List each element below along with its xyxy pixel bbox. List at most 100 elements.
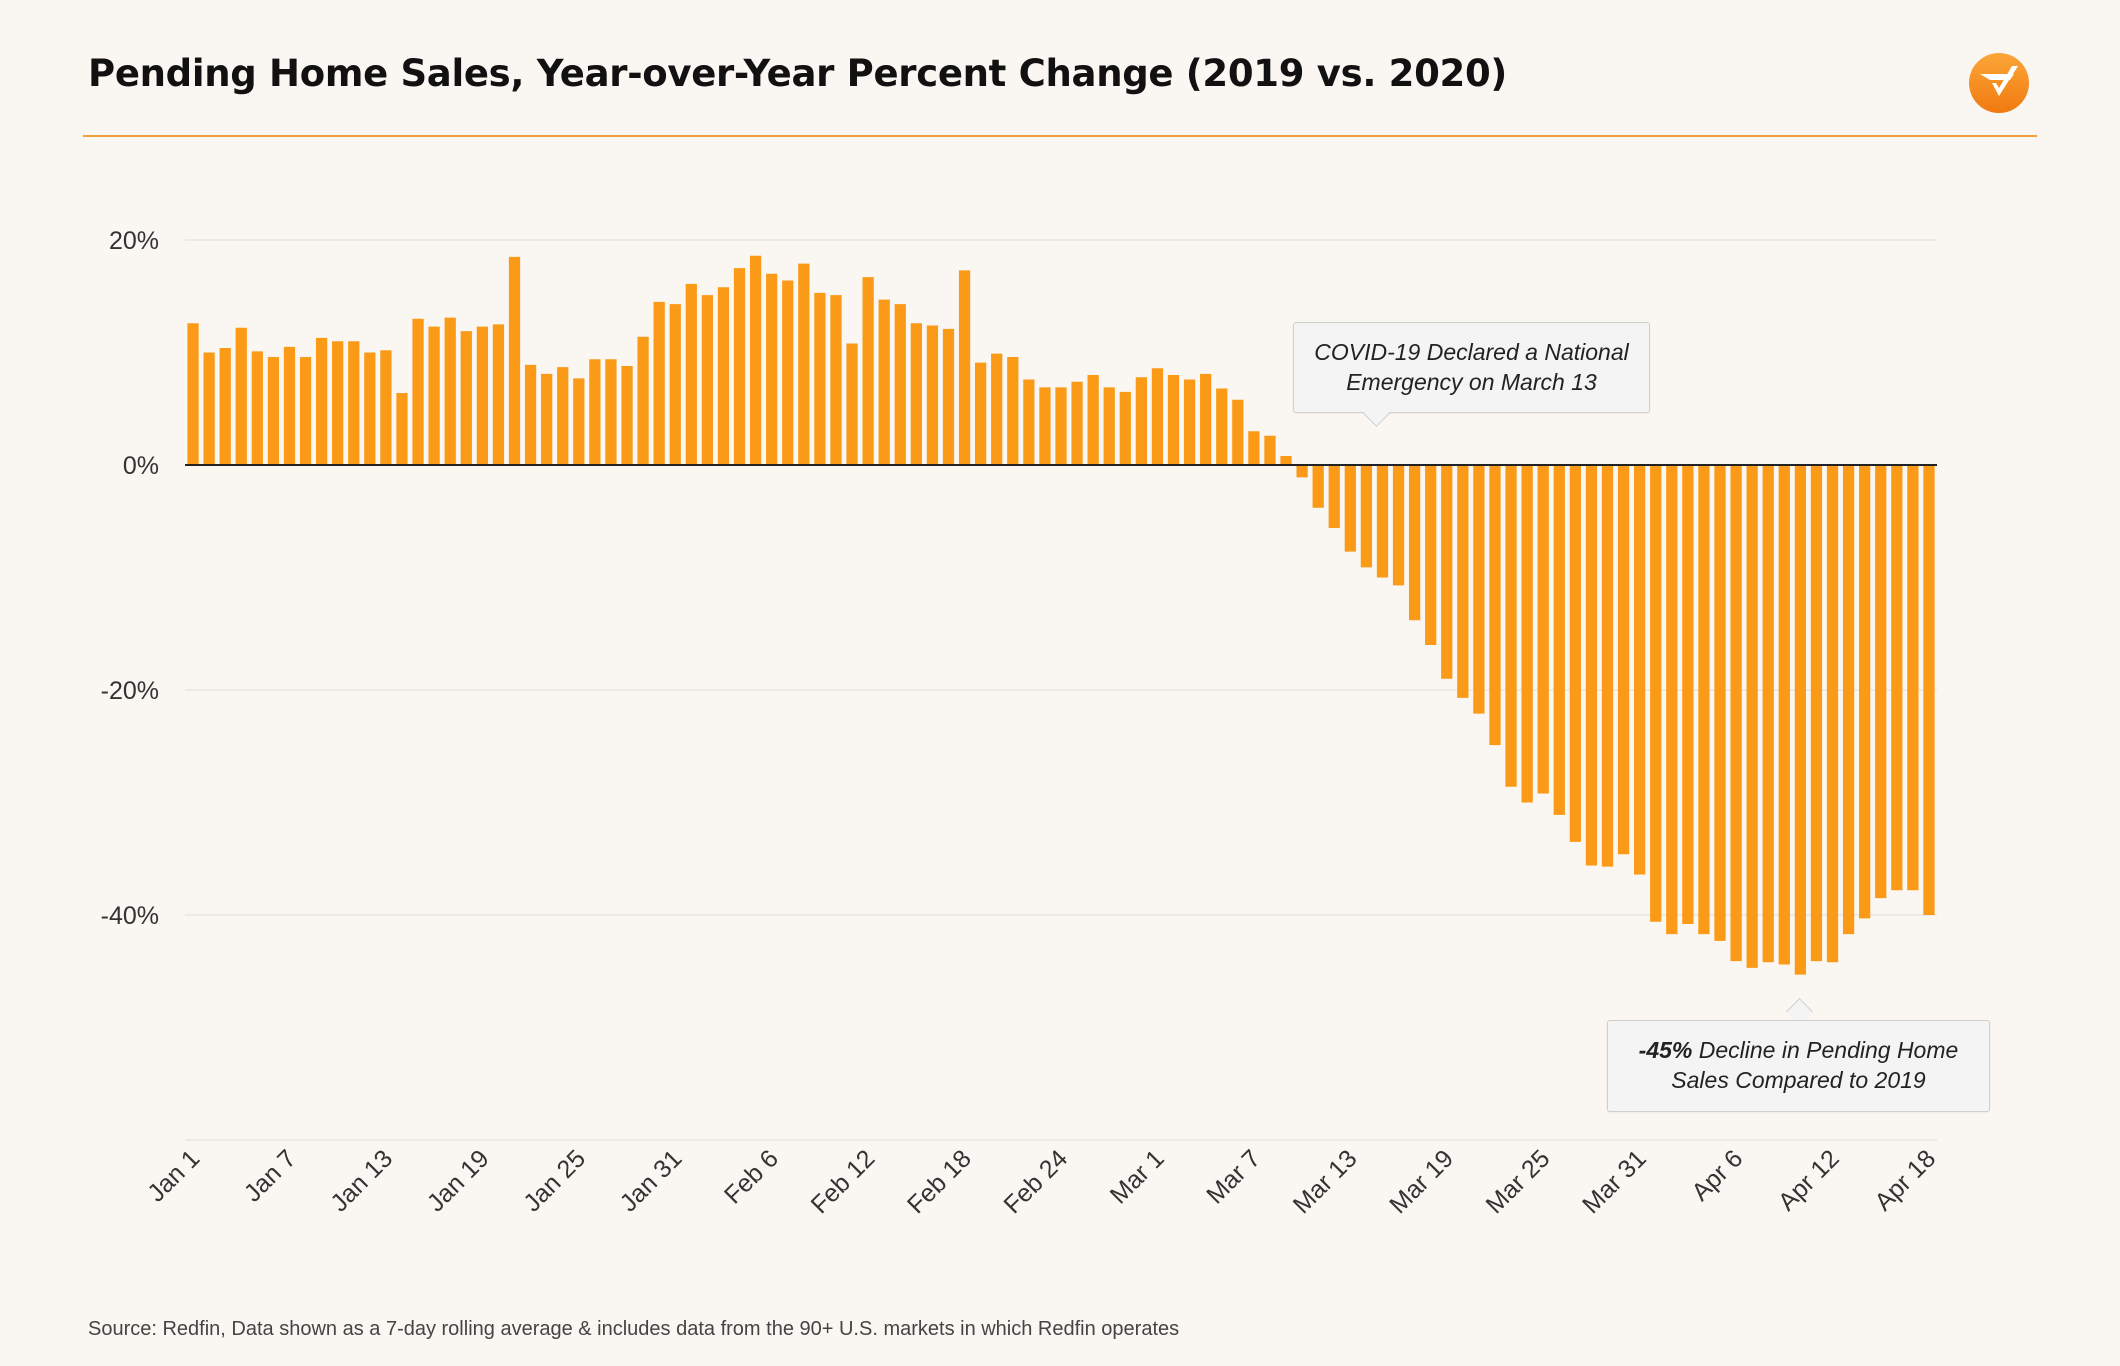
x-tick-label: Mar 7: [1201, 1144, 1266, 1209]
bar: [589, 359, 601, 465]
bar: [412, 318, 424, 465]
bar: [1312, 465, 1324, 508]
bar: [701, 295, 714, 465]
bar: [315, 337, 328, 465]
bar: [396, 393, 408, 465]
bar: [1408, 465, 1421, 621]
source-note: Source: Redfin, Data shown as a 7-day ro…: [88, 1318, 1180, 1340]
bar: [1232, 399, 1244, 465]
bar: [1650, 465, 1662, 922]
bar: [348, 341, 360, 465]
bar: [991, 353, 1003, 465]
bar-chart: 20% 0% -20% -40% Jan 1 Jan 7 Jan 13 Jan 19 Jan 2…: [101, 227, 1942, 1219]
bar: [476, 326, 488, 465]
x-tick-label: Jan 31: [615, 1144, 688, 1217]
bar: [749, 255, 762, 465]
bar: [669, 304, 681, 465]
x-tick-label: Mar 19: [1384, 1144, 1459, 1219]
bar: [1441, 465, 1453, 679]
decline-annotation-line2: Sales Compared to 2019: [1671, 1067, 1926, 1093]
bar: [1505, 465, 1517, 787]
bar: [1344, 465, 1356, 552]
bar: [1553, 465, 1565, 815]
bar: [1682, 465, 1694, 924]
bar: [428, 326, 440, 465]
bar: [1392, 465, 1405, 586]
bar: [1762, 465, 1774, 963]
bar: [1103, 387, 1115, 465]
y-tick-label: -20%: [101, 677, 159, 705]
x-tick-label: Apr 6: [1686, 1144, 1748, 1206]
bar: [1666, 465, 1678, 935]
bar: [1087, 375, 1099, 465]
x-tick-label: Mar 25: [1481, 1144, 1556, 1219]
bar: [1167, 375, 1180, 465]
bar: [524, 364, 537, 465]
bar: [1714, 465, 1726, 941]
bar: [878, 299, 890, 465]
bar: [444, 317, 456, 465]
bar: [1457, 465, 1469, 698]
bar: [203, 352, 215, 465]
x-tick-label: Jan 25: [518, 1144, 591, 1217]
bar: [541, 373, 553, 465]
bar: [717, 287, 730, 465]
bar: [219, 348, 231, 465]
bar: [1810, 465, 1823, 962]
bar: [1039, 387, 1051, 465]
bar: [1296, 465, 1308, 478]
bar: [1746, 465, 1758, 968]
x-tick-label: Apr 18: [1869, 1144, 1941, 1216]
bar: [798, 263, 810, 465]
bar: [1585, 465, 1598, 866]
bar: [1730, 465, 1742, 962]
x-tick-label: Mar 31: [1577, 1144, 1652, 1219]
bar: [1778, 465, 1790, 965]
x-tick-label: Feb 18: [902, 1144, 977, 1219]
x-tick-label: Apr 12: [1773, 1144, 1845, 1216]
bar: [1360, 465, 1373, 568]
title-divider: [83, 135, 2037, 137]
x-tick-label: Mar 13: [1288, 1144, 1363, 1219]
bar: [1248, 431, 1260, 465]
bar: [557, 367, 569, 465]
bar: [1907, 465, 1919, 891]
bar: [1216, 388, 1228, 465]
bar: [1569, 465, 1581, 842]
bar: [1859, 465, 1871, 919]
bar: [942, 328, 955, 465]
bar: [1537, 465, 1549, 794]
bar: [364, 352, 376, 465]
y-tick-label: 0%: [123, 452, 159, 480]
x-tick-label: Feb 24: [998, 1144, 1073, 1219]
bar: [1376, 465, 1389, 578]
bar: [1617, 465, 1630, 855]
bar: [1634, 465, 1646, 875]
bar: [299, 357, 312, 465]
bar: [766, 273, 778, 465]
decline-text: Decline in Pending Home: [1692, 1037, 1959, 1063]
bar: [1842, 465, 1855, 935]
bar: [958, 270, 971, 465]
chart-title: Pending Home Sales, Year-over-Year Perce…: [88, 52, 1508, 95]
bar: [235, 327, 247, 465]
bar: [251, 351, 263, 465]
bar: [926, 325, 939, 465]
bar: [1489, 465, 1501, 746]
bar: [830, 295, 842, 465]
bar: [187, 323, 199, 465]
x-tick-label: Mar 1: [1105, 1144, 1170, 1209]
x-tick-label: Jan 7: [239, 1144, 302, 1207]
bar: [733, 268, 746, 465]
bar: [653, 301, 665, 465]
bar: [460, 331, 472, 465]
bar: [1875, 465, 1887, 899]
bar: [1923, 465, 1935, 915]
bar: [621, 366, 633, 465]
bar: [1826, 465, 1839, 963]
bar: [1135, 377, 1147, 465]
bar: [1280, 456, 1292, 465]
bar: [508, 256, 521, 465]
bar: [605, 359, 617, 465]
bar: [283, 346, 296, 465]
